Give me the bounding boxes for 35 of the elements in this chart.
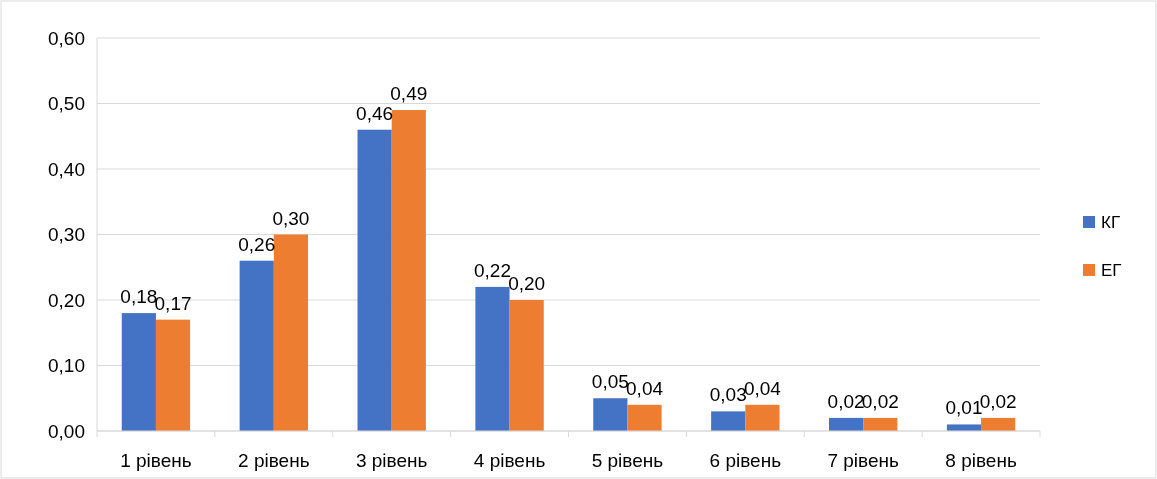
data-label: 0,49 — [390, 83, 428, 105]
y-tick-label: 0,10 — [48, 355, 85, 377]
x-tick-label: 3 рівень — [355, 450, 428, 471]
bar — [509, 300, 544, 431]
y-tick-label: 0,50 — [48, 93, 85, 115]
x-tick-label: 8 рівень — [945, 450, 1017, 471]
x-tick-label: 1 рівень — [120, 450, 192, 471]
legend-label: КГ — [1101, 212, 1121, 232]
bar — [593, 398, 628, 431]
bar — [946, 424, 982, 431]
bar — [155, 319, 191, 431]
y-tick-label: 0,00 — [48, 420, 85, 442]
bar — [239, 260, 274, 431]
legend-label: ЕГ — [1101, 260, 1122, 280]
data-label: 0,30 — [272, 207, 310, 229]
bar — [981, 417, 1016, 431]
x-tick-label: 2 рівень — [238, 450, 310, 471]
bar — [475, 286, 510, 431]
bar — [863, 417, 898, 431]
x-tick-label: 4 рівень — [473, 450, 546, 471]
x-tick-label: 6 рівень — [709, 450, 782, 471]
bar — [357, 129, 392, 431]
x-tick-label: 7 рівень — [827, 450, 900, 471]
y-tick-label: 0,30 — [48, 224, 85, 246]
bar — [711, 411, 746, 431]
x-tick-label: 5 рівень — [591, 450, 664, 471]
y-tick-label: 0,40 — [48, 158, 85, 180]
y-tick-label: 0,60 — [48, 27, 85, 49]
bar — [121, 313, 156, 431]
bar — [745, 404, 780, 431]
bar — [273, 234, 308, 431]
bar — [829, 417, 864, 431]
y-tick-label: 0,20 — [48, 289, 85, 311]
bar — [627, 404, 662, 431]
bar — [391, 110, 426, 431]
